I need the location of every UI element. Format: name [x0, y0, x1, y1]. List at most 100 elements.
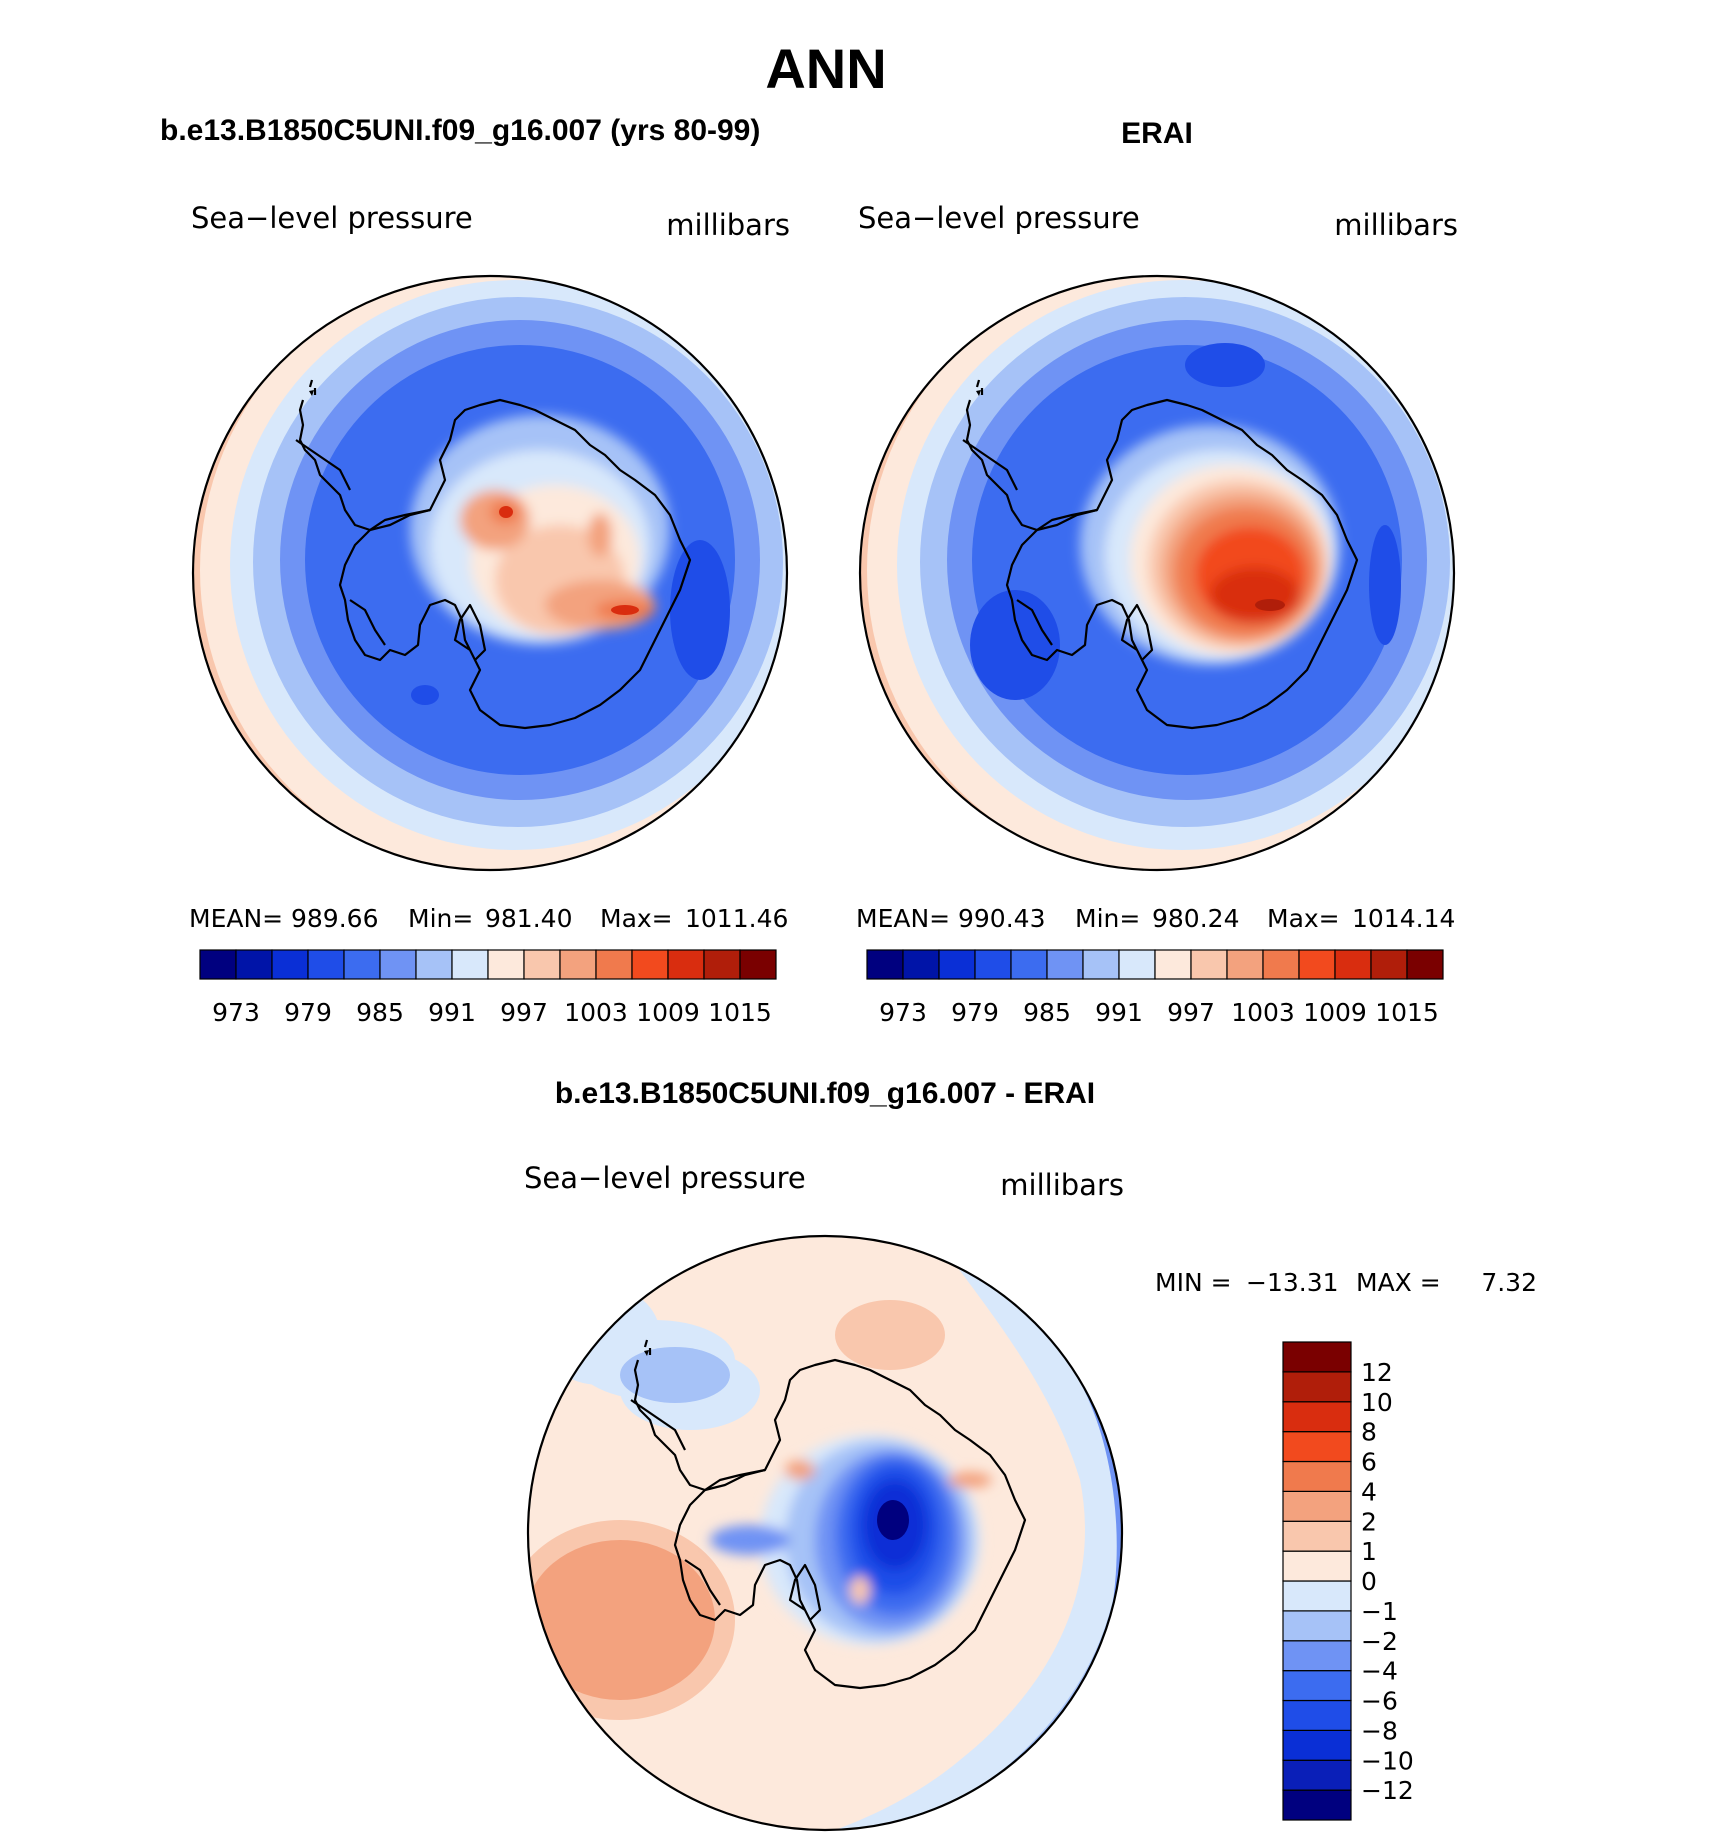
- model-min-label: Min=: [408, 904, 473, 933]
- obs-colorbar-tick-label: 1015: [1375, 998, 1439, 1027]
- difference-colorbar-box: [1282, 1789, 1352, 1821]
- model-max-label: Max=: [600, 904, 673, 933]
- model-colorbar-box: [667, 949, 705, 980]
- model-colorbar-box: [523, 949, 561, 980]
- model-max-value: 1011.46: [685, 904, 788, 933]
- obs-colorbar-box: [1190, 949, 1228, 980]
- difference-colorbar-box: [1282, 1759, 1352, 1791]
- difference-colorbar-tick-label: 4: [1361, 1477, 1377, 1506]
- difference-colorbar-tick-label: 12: [1361, 1358, 1393, 1387]
- difference-colorbar-box: [1282, 1729, 1352, 1761]
- obs-colorbar-box: [1334, 949, 1372, 980]
- obs-colorbar-box: [1082, 949, 1120, 980]
- obs-colorbar-box: [938, 949, 976, 980]
- difference-stats: MIN = −13.31 MAX = 7.32: [1155, 1268, 1537, 1297]
- model-panel-header: b.e13.B1850C5UNI.f09_g16.007 (yrs 80-99): [160, 114, 760, 147]
- difference-colorbar-tick-label: −4: [1361, 1657, 1398, 1686]
- difference-colorbar-box: [1282, 1520, 1352, 1552]
- model-colorbar-tick-label: 991: [428, 998, 476, 1027]
- difference-colorbar-box: [1282, 1699, 1352, 1731]
- difference-colorbar-box: [1282, 1640, 1352, 1672]
- difference-colorbar-tick-label: 2: [1361, 1507, 1377, 1536]
- obs-colorbar-tick-label: 985: [1023, 998, 1071, 1027]
- model-stats: MEAN= 989.66 Min= 981.40 Max= 1011.46: [189, 904, 788, 933]
- model-colorbar-box: [559, 949, 597, 980]
- obs-min-label: Min=: [1075, 904, 1140, 933]
- difference-colorbar-box: [1282, 1610, 1352, 1642]
- model-colorbar-box: [595, 949, 633, 980]
- obs-colorbar-box: [866, 949, 904, 980]
- obs-colorbar-box: [1370, 949, 1408, 980]
- obs-colorbar: 973 979 985 991 997 1003 1009 1015: [866, 949, 1444, 1027]
- obs-colorbar-tick-label: 1009: [1303, 998, 1367, 1027]
- difference-colorbar-box: [1282, 1460, 1352, 1492]
- obs-colorbar-box: [1154, 949, 1192, 980]
- model-colorbar-box: [451, 949, 489, 980]
- difference-field-label: Sea−level pressure: [524, 1161, 806, 1195]
- model-colorbar-box: [487, 949, 525, 980]
- difference-min-label: MIN =: [1155, 1268, 1232, 1297]
- difference-colorbar-box: [1282, 1401, 1352, 1433]
- difference-colorbar-tick-label: −2: [1361, 1627, 1398, 1656]
- model-field-label: Sea−level pressure: [191, 201, 473, 235]
- difference-colorbar-tick-label: −10: [1361, 1746, 1414, 1775]
- model-colorbar-box: [199, 949, 237, 980]
- obs-units-label: millibars: [1334, 208, 1458, 242]
- model-polar-map: [191, 274, 789, 872]
- difference-min-value: −13.31: [1246, 1268, 1339, 1297]
- figure-title: ANN: [765, 37, 886, 100]
- obs-colorbar-box: [1118, 949, 1156, 980]
- model-colorbar-box: [415, 949, 453, 980]
- difference-colorbar-box: [1282, 1550, 1352, 1582]
- obs-min-value: 980.24: [1152, 904, 1239, 933]
- model-colorbar-tick-label: 997: [500, 998, 548, 1027]
- obs-panel-header: ERAI: [1121, 117, 1193, 150]
- obs-stats: MEAN= 990.43 Min= 980.24 Max= 1014.14: [856, 904, 1455, 933]
- obs-colorbar-box: [1226, 949, 1264, 980]
- model-colorbar-tick-label: 1003: [564, 998, 628, 1027]
- obs-mean-value: 990.43: [958, 904, 1045, 933]
- difference-colorbar-tick-label: −8: [1361, 1716, 1398, 1745]
- obs-colorbar-box: [1406, 949, 1444, 980]
- model-colorbar-tick-label: 973: [212, 998, 260, 1027]
- difference-colorbar-tick-label: −1: [1361, 1597, 1398, 1626]
- model-mean-value: 989.66: [291, 904, 378, 933]
- difference-colorbar-box: [1282, 1341, 1352, 1373]
- obs-colorbar-tick-label: 979: [951, 998, 999, 1027]
- obs-max-label: Max=: [1267, 904, 1340, 933]
- difference-colorbar-box: [1282, 1490, 1352, 1522]
- obs-colorbar-box: [1046, 949, 1084, 980]
- difference-colorbar-tick-label: −6: [1361, 1687, 1398, 1716]
- obs-polar-map: [858, 274, 1456, 872]
- obs-field-label: Sea−level pressure: [858, 201, 1140, 235]
- difference-max-value: 7.32: [1481, 1268, 1537, 1297]
- obs-colorbar-tick-label: 1003: [1231, 998, 1295, 1027]
- obs-max-value: 1014.14: [1352, 904, 1455, 933]
- difference-units-label: millibars: [1000, 1168, 1124, 1202]
- model-colorbar-box: [271, 949, 309, 980]
- obs-colorbar-box: [974, 949, 1012, 980]
- difference-colorbar-box: [1282, 1371, 1352, 1403]
- difference-colorbar-tick-label: 1: [1361, 1537, 1377, 1566]
- model-units-label: millibars: [666, 208, 790, 242]
- model-mean-label: MEAN=: [189, 904, 283, 933]
- model-colorbar-box: [379, 949, 417, 980]
- difference-colorbar-box: [1282, 1670, 1352, 1702]
- model-colorbar-box: [703, 949, 741, 980]
- model-colorbar-tick-label: 979: [284, 998, 332, 1027]
- difference-colorbar-box: [1282, 1431, 1352, 1463]
- model-colorbar: 973 979 985 991 997 1003 1009 1015: [199, 949, 777, 1027]
- obs-colorbar-box: [1262, 949, 1300, 980]
- model-colorbar-box: [739, 949, 777, 980]
- model-min-value: 981.40: [485, 904, 572, 933]
- difference-colorbar-box: [1282, 1580, 1352, 1612]
- obs-colorbar-tick-label: 997: [1167, 998, 1215, 1027]
- obs-colorbar-box: [1010, 949, 1048, 980]
- difference-colorbar-tick-label: 8: [1361, 1418, 1377, 1447]
- model-colorbar-box: [235, 949, 273, 980]
- model-colorbar-tick-label: 1015: [708, 998, 772, 1027]
- model-colorbar-box: [307, 949, 345, 980]
- model-colorbar-tick-label: 1009: [636, 998, 700, 1027]
- difference-polar-map: [526, 1234, 1124, 1832]
